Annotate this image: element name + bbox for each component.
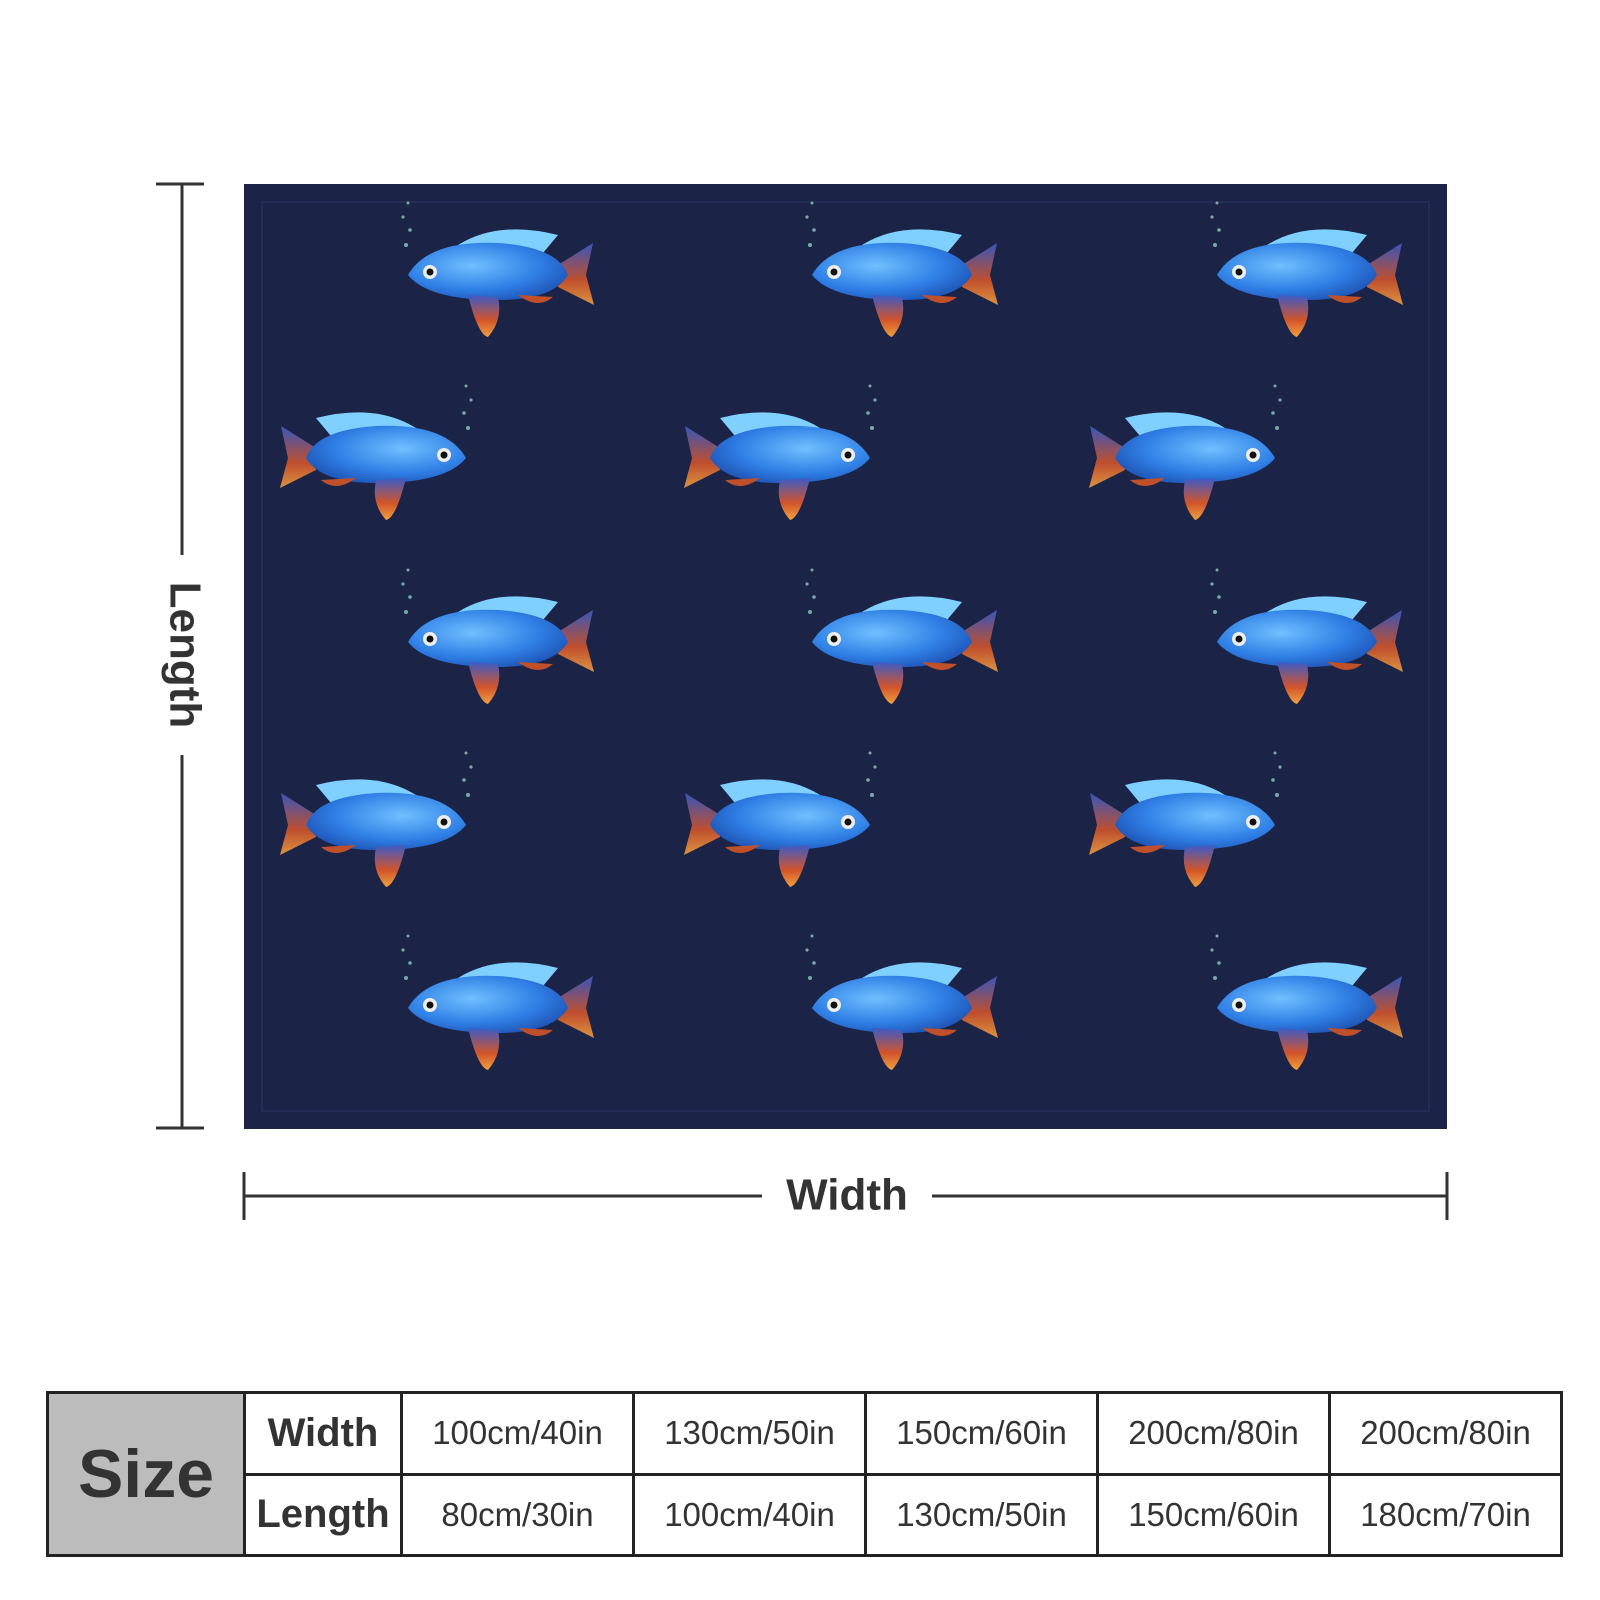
- blanket-hem: [261, 201, 1430, 1112]
- size-table: Size Width 100cm/40in 130cm/50in 150cm/6…: [46, 1391, 1563, 1557]
- blanket-figure: Length Width: [156, 182, 1449, 1220]
- size-label: Size: [46, 1391, 246, 1557]
- row-label: Width: [243, 1391, 403, 1476]
- table-row: Length 80cm/30in 100cm/40in 130cm/50in 1…: [48, 1472, 1563, 1557]
- size-cell: 150cm/60in: [864, 1391, 1099, 1476]
- table-row: Size Width 100cm/40in 130cm/50in 150cm/6…: [46, 1391, 1563, 1557]
- size-cell: 150cm/60in: [1096, 1472, 1331, 1557]
- size-cell: 180cm/70in: [1328, 1472, 1563, 1557]
- width-label: Width: [786, 1171, 908, 1220]
- size-cell: 100cm/40in: [400, 1391, 635, 1476]
- size-cell: 200cm/80in: [1328, 1391, 1563, 1476]
- size-cell: 80cm/30in: [400, 1472, 635, 1557]
- size-cell: 100cm/40in: [632, 1472, 867, 1557]
- size-cell: 200cm/80in: [1096, 1391, 1331, 1476]
- length-label: Length: [160, 582, 209, 729]
- row-label: Length: [243, 1472, 403, 1557]
- size-cell: 130cm/50in: [864, 1472, 1099, 1557]
- size-cell: 130cm/50in: [632, 1391, 867, 1476]
